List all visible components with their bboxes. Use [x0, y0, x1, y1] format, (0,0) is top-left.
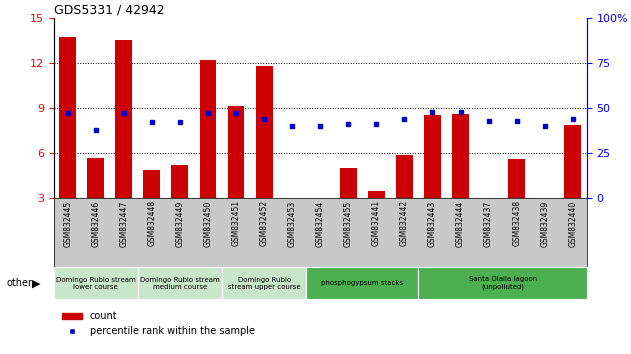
Bar	[424, 115, 441, 198]
Bar	[222, 267, 306, 299]
Bar	[564, 125, 581, 198]
Bar	[284, 198, 300, 203]
Text: GSM832450: GSM832450	[203, 200, 213, 246]
Text: GSM832454: GSM832454	[316, 200, 325, 246]
Bar	[480, 198, 497, 201]
Bar	[228, 107, 244, 198]
Bar	[54, 267, 138, 299]
Text: GSM832444: GSM832444	[456, 200, 465, 246]
Text: GSM832447: GSM832447	[119, 200, 128, 246]
Text: GSM832452: GSM832452	[259, 200, 269, 246]
Bar	[536, 198, 553, 201]
Text: GSM832448: GSM832448	[148, 200, 156, 246]
Text: GSM832445: GSM832445	[63, 200, 72, 246]
Legend: count, percentile rank within the sample: count, percentile rank within the sample	[59, 308, 259, 340]
Text: Domingo Rubio stream
lower course: Domingo Rubio stream lower course	[56, 277, 136, 290]
Text: GSM832443: GSM832443	[428, 200, 437, 246]
Bar	[115, 40, 133, 198]
Bar	[368, 191, 385, 198]
Text: GSM832441: GSM832441	[372, 200, 381, 246]
Text: GSM832455: GSM832455	[344, 200, 353, 246]
Text: GSM832438: GSM832438	[512, 200, 521, 246]
Bar	[143, 170, 160, 198]
Text: GSM832453: GSM832453	[288, 200, 297, 246]
Text: Domingo Rubio
stream upper course: Domingo Rubio stream upper course	[228, 277, 300, 290]
Bar	[138, 267, 222, 299]
Bar	[452, 114, 469, 198]
Text: GSM832437: GSM832437	[484, 200, 493, 246]
Bar	[508, 159, 525, 198]
Text: other: other	[6, 278, 32, 288]
Text: GSM832449: GSM832449	[175, 200, 184, 246]
Bar	[256, 66, 273, 198]
Text: ▶: ▶	[32, 278, 40, 288]
Bar	[172, 165, 188, 198]
Bar	[418, 267, 587, 299]
Bar	[87, 158, 104, 198]
Text: Santa Olalla lagoon
(unpolluted): Santa Olalla lagoon (unpolluted)	[469, 276, 537, 290]
Bar	[396, 155, 413, 198]
Bar	[312, 198, 329, 203]
Text: GSM832442: GSM832442	[400, 200, 409, 246]
Bar	[59, 37, 76, 198]
Text: GDS5331 / 42942: GDS5331 / 42942	[54, 4, 164, 17]
Text: GSM832440: GSM832440	[569, 200, 577, 246]
Bar	[340, 168, 357, 198]
Bar	[306, 267, 418, 299]
Text: phosphogypsum stacks: phosphogypsum stacks	[321, 280, 403, 286]
Bar	[199, 60, 216, 198]
Text: GSM832451: GSM832451	[232, 200, 240, 246]
Text: Domingo Rubio stream
medium course: Domingo Rubio stream medium course	[140, 277, 220, 290]
Text: GSM832439: GSM832439	[540, 200, 549, 246]
Text: GSM832446: GSM832446	[91, 200, 100, 246]
